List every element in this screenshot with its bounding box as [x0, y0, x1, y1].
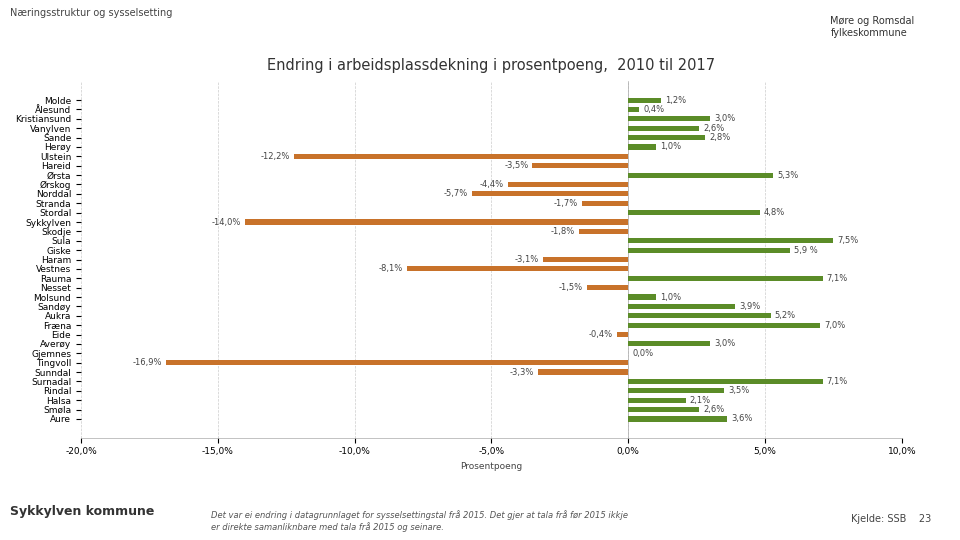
Bar [628, 416, 727, 422]
Bar [508, 182, 628, 187]
Text: 7,1%: 7,1% [827, 274, 848, 283]
Bar [628, 116, 710, 122]
Text: 3,5%: 3,5% [728, 386, 750, 395]
Text: 1,0%: 1,0% [660, 143, 681, 152]
Bar [628, 322, 820, 328]
Text: 5,2%: 5,2% [775, 311, 796, 320]
Bar [628, 304, 735, 309]
Bar [628, 397, 685, 403]
Bar [617, 332, 628, 337]
Text: 5,9 %: 5,9 % [794, 246, 818, 255]
Text: 5,3%: 5,3% [778, 171, 799, 180]
Text: -5,7%: -5,7% [444, 190, 468, 198]
Bar [628, 276, 823, 281]
Bar [628, 379, 823, 384]
Bar [628, 135, 705, 140]
Bar [245, 219, 628, 225]
Text: Det var ei endring i datagrunnlaget for sysselsettingstal frå 2015. Det gjer at : Det var ei endring i datagrunnlaget for … [211, 510, 628, 531]
Bar [579, 229, 628, 234]
Bar [628, 126, 700, 131]
Text: -8,1%: -8,1% [378, 265, 402, 273]
Text: 1,0%: 1,0% [660, 293, 681, 301]
Text: 2,6%: 2,6% [704, 405, 725, 414]
Bar [628, 144, 656, 150]
Text: 2,8%: 2,8% [709, 133, 731, 142]
Text: 4,8%: 4,8% [764, 208, 785, 217]
Bar [543, 257, 628, 262]
Text: 3,6%: 3,6% [731, 414, 753, 423]
Bar [538, 369, 628, 375]
Bar [628, 294, 656, 300]
Bar [628, 388, 724, 393]
Bar [628, 341, 710, 347]
Text: -12,2%: -12,2% [261, 152, 290, 161]
Text: 3,0%: 3,0% [714, 340, 735, 348]
Bar [472, 191, 628, 197]
Bar [628, 238, 833, 244]
Title: Endring i arbeidsplassdekning i prosentpoeng,  2010 til 2017: Endring i arbeidsplassdekning i prosentp… [268, 58, 715, 73]
Bar [628, 210, 759, 215]
Text: 2,1%: 2,1% [690, 396, 711, 404]
Text: Næringsstruktur og sysselsetting: Næringsstruktur og sysselsetting [10, 8, 172, 18]
Bar [628, 98, 661, 103]
Text: Kjelde: SSB    23: Kjelde: SSB 23 [851, 514, 931, 524]
Text: -3,3%: -3,3% [510, 368, 534, 376]
Text: -1,8%: -1,8% [551, 227, 575, 236]
Text: 0,4%: 0,4% [643, 105, 664, 114]
Text: 3,0%: 3,0% [714, 114, 735, 123]
Text: 3,9%: 3,9% [739, 302, 760, 311]
Bar [588, 285, 628, 290]
Bar [582, 201, 628, 206]
Bar [628, 107, 639, 112]
Text: -1,7%: -1,7% [553, 199, 578, 208]
Text: 7,0%: 7,0% [824, 321, 845, 329]
Text: 2,6%: 2,6% [704, 124, 725, 133]
Bar [628, 313, 771, 319]
Bar [407, 266, 628, 272]
Text: -3,5%: -3,5% [504, 161, 528, 170]
Text: -14,0%: -14,0% [211, 218, 241, 226]
Text: 1,2%: 1,2% [665, 96, 686, 105]
Text: 7,1%: 7,1% [827, 377, 848, 386]
Bar [533, 163, 628, 168]
Text: -1,5%: -1,5% [559, 283, 583, 292]
Text: -16,9%: -16,9% [132, 358, 161, 367]
Text: -3,1%: -3,1% [516, 255, 540, 264]
Text: Sykkylven kommune: Sykkylven kommune [10, 505, 154, 518]
Bar [628, 247, 790, 253]
Text: -4,4%: -4,4% [480, 180, 504, 189]
Text: 0,0%: 0,0% [633, 349, 654, 358]
Bar [628, 407, 700, 412]
X-axis label: Prosentpoeng: Prosentpoeng [460, 462, 522, 471]
Text: 7,5%: 7,5% [837, 237, 859, 245]
Text: Møre og Romsdal
fylkeskommune: Møre og Romsdal fylkeskommune [830, 16, 915, 38]
Bar [628, 173, 773, 178]
Bar [166, 360, 628, 365]
Bar [295, 154, 628, 159]
Text: -0,4%: -0,4% [589, 330, 613, 339]
